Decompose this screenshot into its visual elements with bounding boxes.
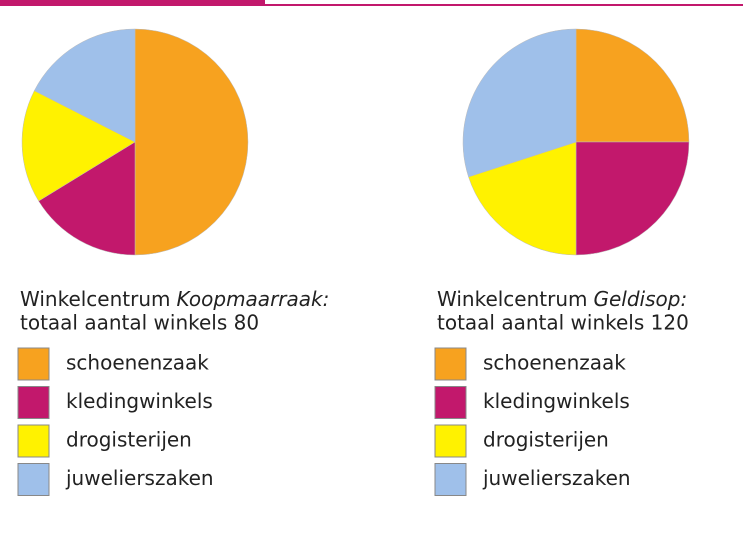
legend-swatch (434, 424, 467, 458)
title-text: Winkelcentrum (437, 287, 588, 311)
pie-slice (575, 141, 690, 256)
legend-label: kledingwinkels (66, 389, 213, 413)
pie-slice (575, 28, 690, 143)
pie-slice (468, 141, 577, 256)
legend-swatch (17, 463, 50, 496)
legend-label: drogisterijen (483, 428, 609, 452)
legend-label: schoenenzaak (66, 351, 209, 375)
legend-label: juwelierszaken (65, 466, 214, 490)
chart-subtitle: totaal aantal winkels 120 (437, 311, 689, 335)
pie-slice (21, 90, 136, 202)
title-italic: Geldisop: (594, 287, 688, 311)
header-bar (0, 0, 265, 6)
pie-slice (33, 28, 136, 143)
pie-slice (134, 28, 249, 256)
pie-slice (38, 141, 136, 256)
legend-swatch (17, 424, 50, 458)
pie-slice (462, 28, 577, 178)
legend-swatch (434, 347, 467, 381)
legend-swatch (434, 463, 467, 496)
header-line (265, 4, 743, 6)
legend-swatch (17, 347, 50, 381)
title-italic: Koopmaarraak: (177, 287, 330, 311)
chart-title: Winkelcentrum Geldisop: (437, 287, 687, 311)
legend-swatch (17, 386, 50, 419)
legend-label: kledingwinkels (483, 389, 630, 413)
legend-label: schoenenzaak (483, 351, 626, 375)
title-text: Winkelcentrum (20, 287, 171, 311)
legend-swatch (434, 386, 467, 419)
chart-subtitle: totaal aantal winkels 80 (20, 311, 259, 335)
legend-label: juwelierszaken (482, 466, 631, 490)
legend-label: drogisterijen (66, 428, 192, 452)
chart-title: Winkelcentrum Koopmaarraak: (20, 287, 329, 311)
